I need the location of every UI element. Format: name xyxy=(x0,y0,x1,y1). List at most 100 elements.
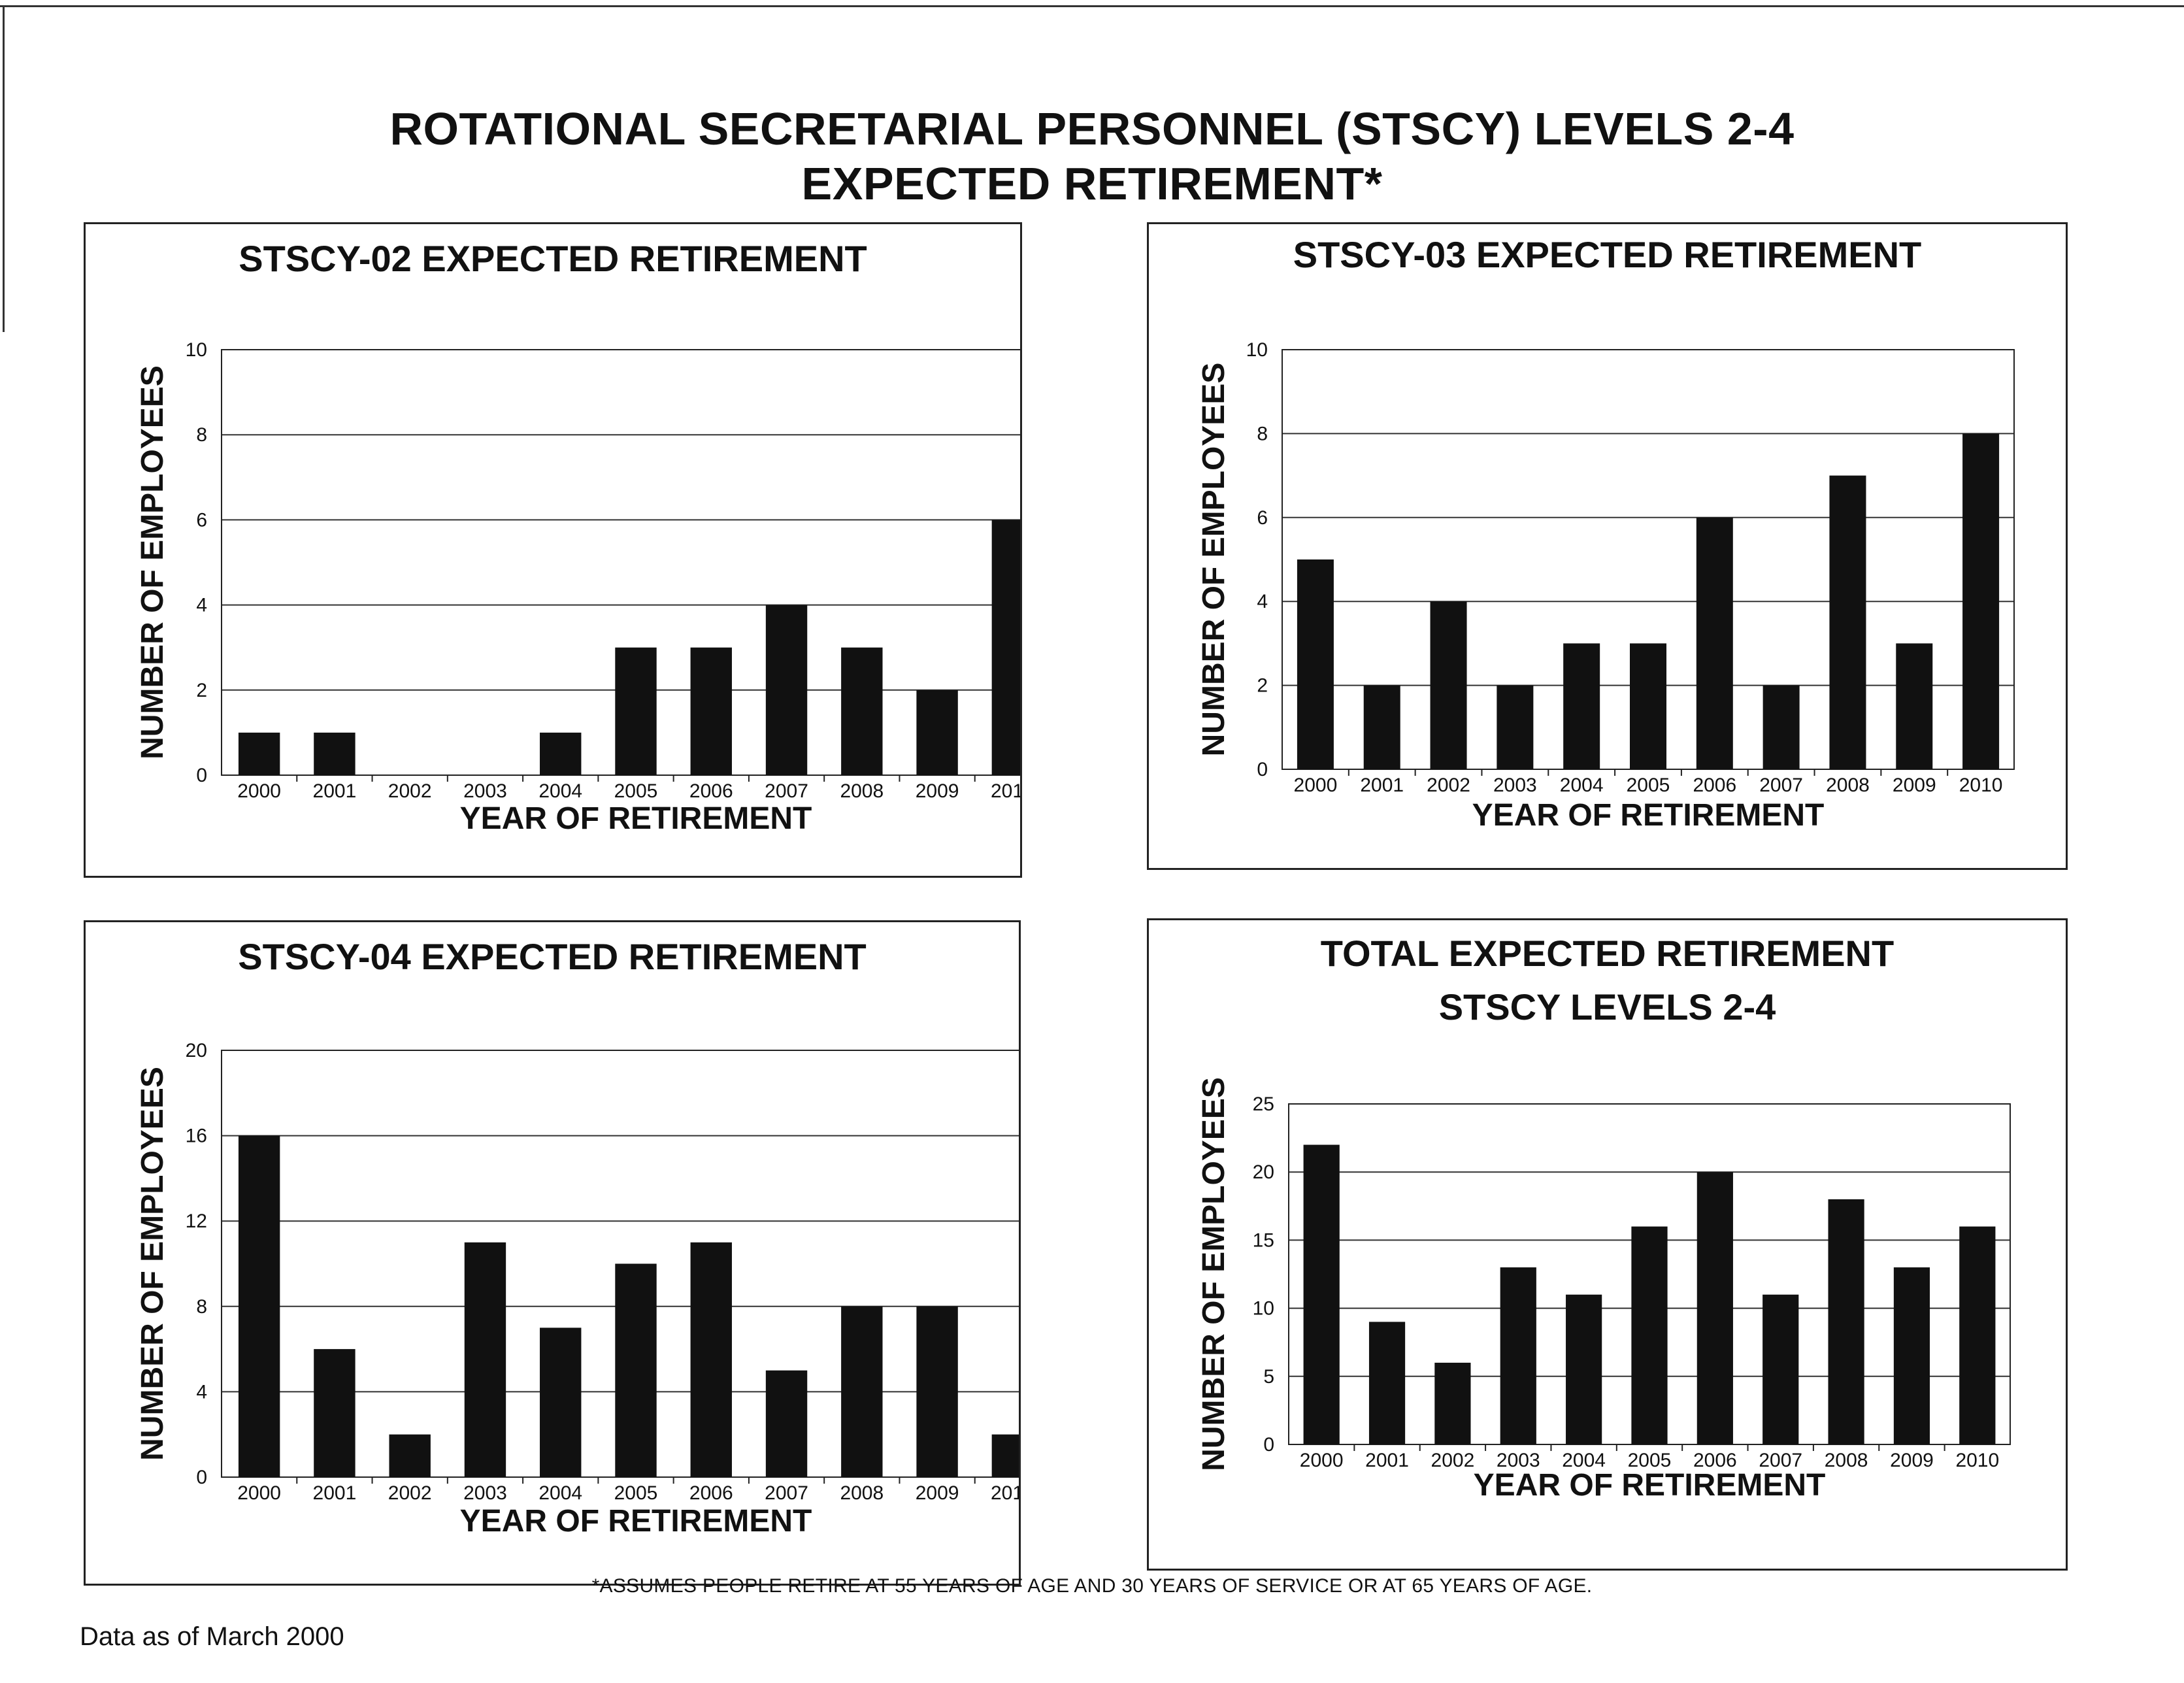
y-tick-label: 4 xyxy=(196,595,207,616)
y-tick-label: 8 xyxy=(196,1296,207,1318)
chart-panel-stscy-02: STSCY-02 EXPECTED RETIREMENT 0 2 4 6 8 10 2000… xyxy=(84,222,1022,878)
bar xyxy=(1696,1172,1733,1444)
x-axis-title: YEAR OF RETIREMENT xyxy=(1474,1468,1826,1503)
bar xyxy=(1434,1362,1471,1444)
chart-subtitle: STSCY LEVELS 2-4 xyxy=(1438,986,1776,1027)
x-tick-label: 2010 xyxy=(991,1482,1019,1504)
x-tick-label: 2001 xyxy=(1365,1450,1409,1471)
top-border-line xyxy=(0,5,2184,7)
x-tick-label: 2008 xyxy=(840,780,884,802)
bar xyxy=(690,1242,732,1477)
bar xyxy=(916,1306,958,1477)
x-tick-label: 2007 xyxy=(765,780,808,802)
bar xyxy=(238,732,280,775)
y-tick-label: 25 xyxy=(1253,1093,1274,1115)
chart-panel-stscy-04: STSCY-04 EXPECTED RETIREMENT 0 4 8 12 16 20 20… xyxy=(84,920,1021,1586)
x-tick-label: 2006 xyxy=(1693,775,1736,796)
x-tick-label: 2002 xyxy=(1431,1450,1475,1471)
chart-title: STSCY-03 EXPECTED RETIREMENT xyxy=(1293,234,1922,275)
bar xyxy=(1297,559,1334,769)
y-tick-label: 12 xyxy=(186,1210,207,1232)
x-tick-label: 2005 xyxy=(1628,1450,1672,1471)
chart-title: TOTAL EXPECTED RETIREMENT xyxy=(1320,933,1894,974)
bar xyxy=(991,1434,1019,1477)
x-tick-label: 2000 xyxy=(1294,775,1338,796)
page-title: ROTATIONAL SECRETARIAL PERSONNEL (STSCY)… xyxy=(0,101,2184,211)
bar xyxy=(464,1242,506,1477)
x-tick-label: 2004 xyxy=(538,780,582,802)
bar xyxy=(765,1370,808,1477)
x-tick-label: 2002 xyxy=(1427,775,1470,796)
y-tick-label: 0 xyxy=(1263,1434,1274,1456)
chart-stscy-04: 0 4 8 12 16 20 2000 2001 2002 2003 2004 2005 2006 200… xyxy=(135,1040,1019,1539)
y-axis-title: NUMBER OF EMPLOYEES xyxy=(1197,1077,1231,1471)
page-title-line-1: ROTATIONAL SECRETARIAL PERSONNEL (STSCY)… xyxy=(389,103,1795,154)
x-tick-label: 2001 xyxy=(313,780,357,802)
bar xyxy=(916,690,958,775)
y-tick-label: 10 xyxy=(1246,339,1268,361)
y-tick-label: 0 xyxy=(1257,759,1268,780)
x-tick-label: 2010 xyxy=(991,780,1020,802)
x-tick-label: 2009 xyxy=(916,780,959,802)
bar xyxy=(1762,685,1800,769)
x-tick-label: 2001 xyxy=(313,1482,357,1504)
y-tick-label: 2 xyxy=(196,680,207,701)
bar xyxy=(615,1263,657,1477)
y-tick-label: 8 xyxy=(1257,423,1268,444)
y-tick-label: 4 xyxy=(196,1381,207,1403)
chart-total: 0 5 10 15 20 25 2000 2001 2002 2003 2004 2005 2006 20… xyxy=(1197,1077,2011,1503)
chart-panel-total: TOTAL EXPECTED RETIREMENT STSCY LEVELS 2… xyxy=(1147,918,2068,1571)
x-tick-label: 2006 xyxy=(1693,1450,1737,1471)
y-tick-label: 8 xyxy=(196,424,207,446)
x-tick-label: 2002 xyxy=(388,1482,432,1504)
y-tick-label: 15 xyxy=(1253,1229,1274,1251)
bar xyxy=(841,647,883,775)
x-tick-label: 2000 xyxy=(1300,1450,1344,1471)
bar xyxy=(540,732,582,775)
y-tick-label: 6 xyxy=(1257,507,1268,529)
left-border-line xyxy=(3,5,5,332)
x-axis-title: YEAR OF RETIREMENT xyxy=(460,1504,812,1539)
bar xyxy=(690,647,732,775)
x-axis-title: YEAR OF RETIREMENT xyxy=(1472,798,1825,833)
bar xyxy=(1497,685,1534,769)
x-tick-label: 2008 xyxy=(1826,775,1870,796)
y-axis-title: NUMBER OF EMPLOYEES xyxy=(135,1067,170,1461)
bar xyxy=(615,647,657,775)
y-tick-label: 10 xyxy=(1253,1298,1274,1320)
x-tick-label: 2005 xyxy=(614,1482,658,1504)
bar xyxy=(1363,685,1400,769)
x-tick-label: 2007 xyxy=(765,1482,808,1504)
bar xyxy=(1959,1226,1996,1444)
x-tick-label: 2002 xyxy=(388,780,432,802)
bar xyxy=(540,1327,582,1477)
y-tick-label: 5 xyxy=(1263,1366,1274,1388)
bar xyxy=(1762,1294,1799,1444)
x-tick-label: 2008 xyxy=(1825,1450,1868,1471)
y-tick-label: 2 xyxy=(1257,675,1268,697)
x-tick-label: 2010 xyxy=(1955,1450,1999,1471)
bar xyxy=(1430,601,1467,769)
x-tick-label: 2004 xyxy=(1560,775,1604,796)
bar xyxy=(1563,643,1600,769)
x-axis-title: YEAR OF RETIREMENT xyxy=(460,801,812,836)
data-date-note: Data as of March 2000 xyxy=(80,1622,344,1651)
bar xyxy=(1631,1226,1668,1444)
bar xyxy=(1828,1199,1864,1444)
x-tick-label: 2005 xyxy=(614,780,658,802)
y-tick-label: 20 xyxy=(1253,1161,1274,1183)
y-axis-title: NUMBER OF EMPLOYEES xyxy=(135,365,170,759)
x-tick-label: 2006 xyxy=(689,780,733,802)
bar xyxy=(1696,517,1733,769)
y-tick-label: 16 xyxy=(186,1125,207,1147)
bar xyxy=(1630,643,1666,769)
x-tick-label: 2009 xyxy=(916,1482,959,1504)
y-tick-label: 6 xyxy=(196,509,207,531)
x-tick-label: 2010 xyxy=(1959,775,2003,796)
y-tick-label: 0 xyxy=(196,1467,207,1488)
chart-stscy-03: 0 2 4 6 8 10 2000 2001 2002 2003 2004 2005 2006 2007 2… xyxy=(1197,339,2015,833)
x-tick-label: 2009 xyxy=(1893,775,1936,796)
chart-title: STSCY-02 EXPECTED RETIREMENT xyxy=(239,238,867,279)
x-tick-label: 2005 xyxy=(1627,775,1670,796)
bar xyxy=(841,1306,883,1477)
